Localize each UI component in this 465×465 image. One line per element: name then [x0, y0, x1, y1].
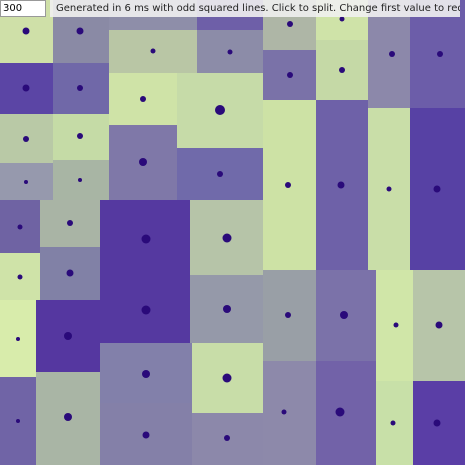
cell-dot: [223, 305, 231, 313]
cell-dot: [285, 182, 291, 188]
cell-dot: [287, 21, 293, 27]
cell-dot: [139, 158, 147, 166]
cell-dot: [433, 185, 441, 193]
cell-dot: [389, 51, 395, 57]
cell-dot: [335, 407, 345, 417]
cell-dot: [17, 224, 23, 230]
cell-dot: [77, 133, 83, 139]
cell-dot: [224, 435, 230, 441]
cell-dot: [66, 269, 74, 277]
cell[interactable]: [263, 361, 316, 465]
cell-dot: [16, 337, 20, 341]
cell-dot: [339, 16, 345, 22]
cell-dot: [23, 136, 29, 142]
cell-dot: [78, 178, 82, 182]
cell-dot: [22, 27, 30, 35]
cell-dot: [390, 420, 396, 426]
cell-dot: [433, 419, 441, 427]
cell-dot: [67, 220, 73, 226]
cell-dot: [22, 84, 30, 92]
cell-dot: [16, 419, 20, 423]
cell-dot: [285, 312, 291, 318]
cell-dot: [281, 409, 287, 415]
cell-dot: [141, 234, 151, 244]
cell-dot: [150, 48, 156, 54]
cell-dot: [17, 274, 23, 280]
cell-dot: [222, 233, 232, 243]
cell-dot: [64, 332, 72, 340]
status-text: Generated in 6 ms with odd squared lines…: [50, 0, 460, 17]
cell-dot: [76, 27, 84, 35]
cell-dot: [217, 171, 223, 177]
cell-dot: [142, 431, 150, 439]
cell[interactable]: [100, 200, 190, 343]
cell-dot: [287, 72, 293, 78]
cell-dot: [437, 51, 443, 57]
cell-dot: [140, 96, 146, 102]
cell-dot: [142, 370, 150, 378]
cell-dot: [340, 311, 348, 319]
count-input[interactable]: [0, 0, 46, 17]
cell-dot: [337, 181, 345, 189]
cell-dot: [386, 186, 392, 192]
cell-dot: [141, 305, 151, 315]
cell-dot: [393, 322, 399, 328]
cell-dot: [77, 85, 83, 91]
cell[interactable]: [316, 361, 376, 465]
cell-dot: [227, 49, 233, 55]
cell-dot: [64, 413, 72, 421]
cell-dot: [435, 321, 443, 329]
cell-dot: [24, 180, 28, 184]
cell-dot: [222, 373, 232, 383]
cell-dot: [215, 105, 225, 115]
cell-dot: [339, 67, 345, 73]
